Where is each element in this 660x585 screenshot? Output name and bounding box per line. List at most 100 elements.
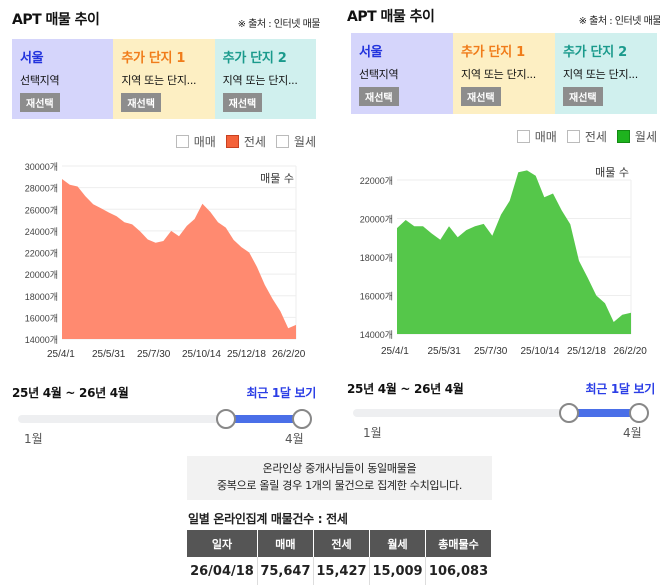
notice-line-1: 온라인상 중개사님들이 동일매물을 xyxy=(262,462,417,475)
y-tick-label: 16000개 xyxy=(25,313,58,323)
y-tick-label: 18000개 xyxy=(360,253,393,263)
cell-total: 106,083 xyxy=(428,563,489,579)
selector-name: 추가 단지 2 xyxy=(563,45,627,60)
legend-sale[interactable]: 매매 xyxy=(516,128,557,145)
month-range-slider[interactable] xyxy=(353,403,649,423)
selector-complex-2[interactable]: 추가 단지 2 지역 또는 단지... 재선택 xyxy=(214,39,316,119)
reselect-button[interactable]: 재선택 xyxy=(222,93,263,112)
reselect-button[interactable]: 재선택 xyxy=(20,93,60,112)
selector-complex-1[interactable]: 추가 단지 1 지역 또는 단지... 재선택 xyxy=(113,39,215,119)
checkbox-checked-icon[interactable] xyxy=(225,135,239,148)
slider-track[interactable] xyxy=(353,409,647,417)
panel-title: APT 매물 추이 xyxy=(347,9,435,25)
source-note: ※ 출처 : 인터넷 매물 xyxy=(237,19,321,30)
chart-legend: 매매 전세 월세 xyxy=(516,128,657,145)
y-tick-label: 30000개 xyxy=(25,162,58,172)
monthly-rent-area-chart: 14000개 16000개 18000개 20000개 22000개 매물 수 25/4/1… xyxy=(360,166,648,357)
area-series xyxy=(62,179,296,339)
selector-sub: 선택지역 xyxy=(359,68,399,81)
selector-seoul[interactable]: 서울 선택지역 재선택 xyxy=(12,39,114,119)
area-series xyxy=(397,170,631,334)
dedup-notice: 온라인상 중개사님들이 동일매물을 중복으로 올릴 경우 1개의 물건으로 집계… xyxy=(187,456,492,500)
y-tick-label: 24000개 xyxy=(25,227,58,237)
selector-name: 서울 xyxy=(359,45,383,60)
legend-jeonse[interactable]: 전세 xyxy=(225,133,266,150)
chart-legend: 매매 전세 월세 xyxy=(175,133,316,150)
legend-label: 월세 xyxy=(634,130,657,144)
selector-sub: 지역 또는 단지... xyxy=(222,74,298,87)
selector-sub: 지역 또는 단지... xyxy=(563,68,638,81)
selector-sub: 지역 또는 단지... xyxy=(461,68,536,81)
selector-seoul[interactable]: 서울 선택지역 재선택 xyxy=(351,33,453,114)
legend-monthly[interactable]: 월세 xyxy=(275,133,316,150)
selector-complex-2[interactable]: 추가 단지 2 지역 또는 단지... 재선택 xyxy=(555,33,657,114)
y-tick-label: 20000개 xyxy=(25,270,58,280)
x-tick-label: 25/7/30 xyxy=(474,346,508,357)
jeonse-area-chart: 14000개 16000개 18000개 20000개 22000개 24000개 2600… xyxy=(25,162,306,360)
region-selectors: 서울 선택지역 재선택 추가 단지 1 지역 또는 단지... 재선택 추가 단… xyxy=(12,39,316,119)
selector-name: 추가 단지 2 xyxy=(222,51,287,66)
reselect-button[interactable]: 재선택 xyxy=(461,87,501,106)
x-tick-label: 25/10/14 xyxy=(182,349,221,360)
y-tick-label: 14000개 xyxy=(360,330,393,340)
slider-fill xyxy=(569,409,639,417)
date-range-label: 25년 4월 ~ 26년 4월 xyxy=(12,386,129,400)
recent-month-link[interactable]: 최근 1달 보기 xyxy=(246,386,316,400)
checkbox-checked-icon[interactable] xyxy=(616,130,630,143)
x-tick-label: 25/4/1 xyxy=(381,346,409,357)
legend-label: 매매 xyxy=(534,130,557,144)
header-jeonse: 전세 xyxy=(313,530,371,557)
x-tick-label: 25/7/30 xyxy=(137,349,171,360)
slider-thumb-end[interactable] xyxy=(629,403,649,423)
selector-sub: 선택지역 xyxy=(20,74,60,87)
date-range-label: 25년 4월 ~ 26년 4월 xyxy=(347,382,464,396)
checkbox-icon[interactable] xyxy=(275,135,289,148)
left-panel: APT 매물 추이 ※ 출처 : 인터넷 매물 서울 선택지역 재선택 추가 단… xyxy=(0,0,330,446)
legend-label: 전세 xyxy=(243,135,266,149)
slider-fill xyxy=(226,415,302,423)
slider-thumb-start[interactable] xyxy=(216,409,236,429)
reselect-button[interactable]: 재선택 xyxy=(563,87,603,106)
series-label: 매물 수 xyxy=(595,166,629,179)
checkbox-icon[interactable] xyxy=(175,135,189,148)
reselect-button[interactable]: 재선택 xyxy=(121,93,161,112)
y-tick-label: 20000개 xyxy=(360,215,393,225)
reselect-button[interactable]: 재선택 xyxy=(359,87,399,106)
slider-thumb-start[interactable] xyxy=(559,403,579,423)
selector-name: 서울 xyxy=(20,51,44,66)
panel-title: APT 매물 추이 xyxy=(12,12,100,28)
x-tick-label: 25/5/31 xyxy=(92,349,126,360)
cell-monthly: 15,009 xyxy=(369,557,427,585)
header-total: 총매물수 xyxy=(425,530,491,557)
table-row: 26/04/18 75,647 15,427 15,009 106,083 xyxy=(187,557,491,585)
slider-min-label: 1월 xyxy=(24,432,43,446)
legend-label: 월세 xyxy=(293,135,316,149)
region-selectors: 서울 선택지역 재선택 추가 단지 1 지역 또는 단지... 재선택 추가 단… xyxy=(351,33,657,114)
slider-track[interactable] xyxy=(18,415,312,423)
legend-sale[interactable]: 매매 xyxy=(175,133,216,150)
checkbox-icon[interactable] xyxy=(516,130,530,143)
selector-complex-1[interactable]: 추가 단지 1 지역 또는 단지... 재선택 xyxy=(453,33,555,114)
legend-label: 매매 xyxy=(193,135,216,149)
cell-sale: 75,647 xyxy=(257,557,314,585)
slider-max-label: 4월 xyxy=(623,426,642,440)
y-tick-label: 16000개 xyxy=(360,292,393,302)
legend-label: 전세 xyxy=(584,130,607,144)
month-range-slider[interactable] xyxy=(18,409,312,429)
source-note: ※ 출처 : 인터넷 매물 xyxy=(578,16,660,27)
checkbox-icon[interactable] xyxy=(566,130,580,143)
legend-jeonse[interactable]: 전세 xyxy=(566,128,607,145)
selector-name: 추가 단지 1 xyxy=(461,45,525,60)
daily-listing-table: 일자 매매 전세 월세 총매물수 26/04/18 75,647 15,427 … xyxy=(187,530,491,585)
y-tick-label: 26000개 xyxy=(25,205,58,215)
right-panel: APT 매물 추이 ※ 출처 : 인터넷 매물 서울 선택지역 재선택 추가 단… xyxy=(335,0,660,445)
y-tick-label: 18000개 xyxy=(25,292,58,302)
slider-min-label: 1월 xyxy=(363,426,382,440)
cell-date: 26/04/18 xyxy=(187,557,258,585)
y-tick-label: 22000개 xyxy=(25,249,58,259)
recent-month-link[interactable]: 최근 1달 보기 xyxy=(585,382,655,396)
legend-monthly[interactable]: 월세 xyxy=(616,128,657,145)
slider-thumb-end[interactable] xyxy=(292,409,312,429)
x-tick-label: 26/2/20 xyxy=(272,349,306,360)
header-monthly: 월세 xyxy=(369,530,427,557)
